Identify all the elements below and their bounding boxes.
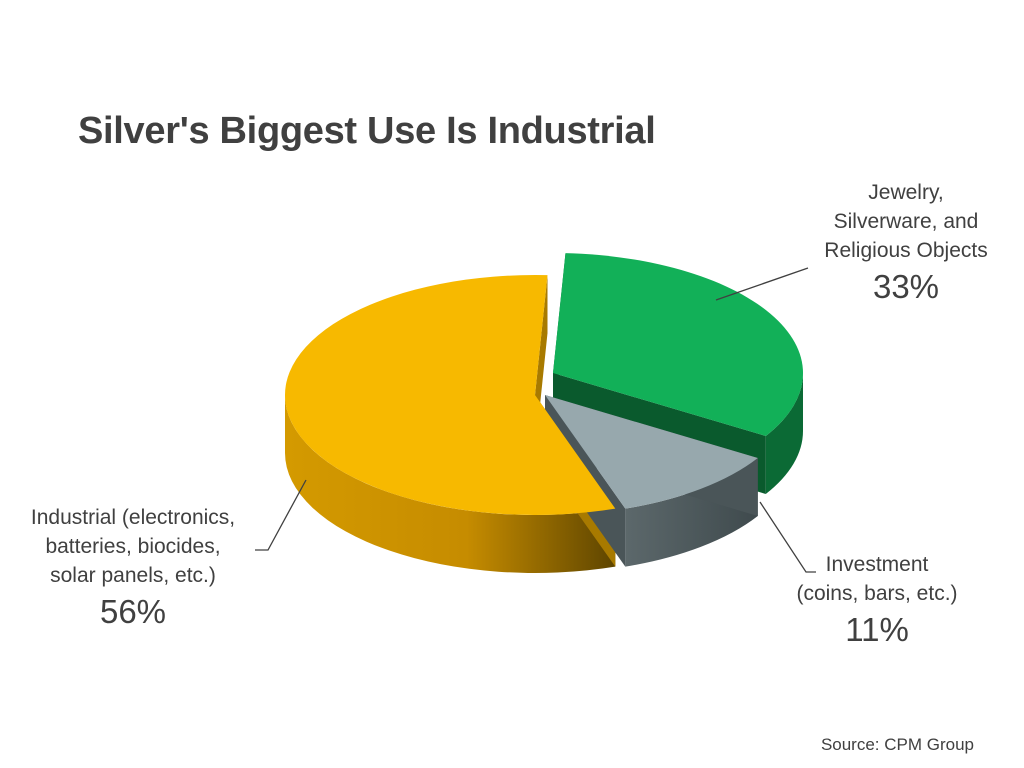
leader-line-industrial	[255, 479, 307, 551]
slice-label-jewelry: Jewelry, Silverware, and Religious Objec…	[806, 178, 1006, 309]
slice-label-industrial: Industrial (electronics, batteries, bioc…	[4, 503, 262, 634]
slice-value-investment: 11%	[845, 611, 909, 648]
slice-value-industrial: 56%	[99, 593, 167, 630]
slice-label-jewelry-line-3: Religious Objects	[824, 239, 988, 262]
pie-slice-investment	[545, 395, 758, 509]
source-note: Source: CPM Group	[820, 735, 974, 754]
slice-value-jewelry: 33%	[872, 268, 940, 305]
pie-slice-industrial	[285, 274, 616, 515]
leader-line-jewelry	[715, 267, 809, 301]
slice-label-industrial-line-3: solar panels, etc.)	[50, 564, 216, 587]
leader-line-investment	[759, 501, 816, 573]
slice-label-jewelry-line-1: Jewelry,	[868, 181, 944, 204]
slice-label-investment-line-1: Investment	[825, 553, 929, 576]
slice-label-industrial-line-2: batteries, biocides,	[45, 535, 221, 558]
slice-label-investment: Investment (coins, bars, etc.) 11%	[772, 550, 982, 652]
slice-label-industrial-line-1: Industrial (electronics,	[30, 506, 236, 529]
slice-label-investment-line-2: (coins, bars, etc.)	[796, 582, 958, 605]
slice-label-jewelry-line-2: Silverware, and	[833, 210, 979, 233]
pie-side-jewelry	[765, 373, 803, 494]
chart-title: Silver's Biggest Use Is Industrial	[78, 110, 656, 152]
pie-side-industrial	[285, 395, 616, 573]
pie-slice-jewelry	[553, 253, 803, 436]
